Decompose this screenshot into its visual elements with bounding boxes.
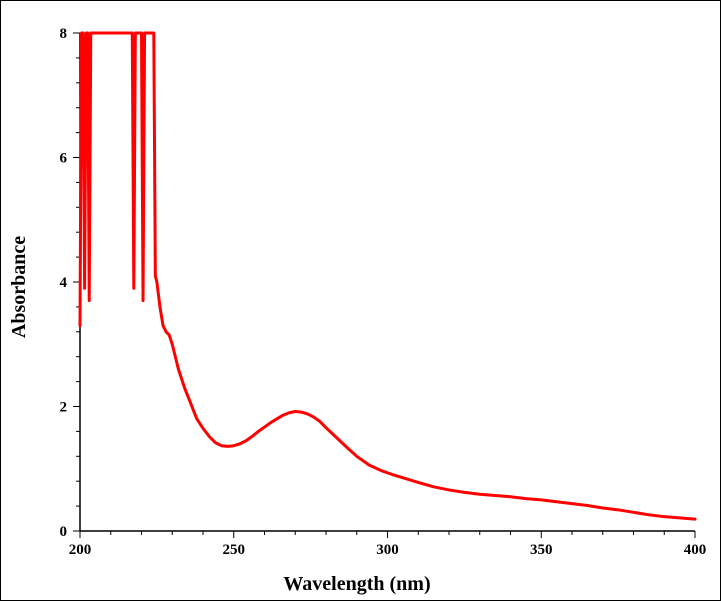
x-tick-label: 350 xyxy=(530,542,553,558)
y-tick-label: 4 xyxy=(60,275,68,291)
x-tick-label: 400 xyxy=(684,542,707,558)
y-axis-title: Absorbance xyxy=(8,236,30,338)
series-line-1 xyxy=(78,31,697,521)
y-tick-label: 6 xyxy=(60,151,68,167)
y-tick-label: 0 xyxy=(60,524,68,540)
axis-labels: Wavelength (nm) Absorbance xyxy=(8,236,431,595)
x-tick-label: 200 xyxy=(69,542,92,558)
x-tick-label: 300 xyxy=(376,542,399,558)
y-tick-label: 8 xyxy=(60,26,68,42)
axes: 200 250 300 350 400 0 2 4 6 8 xyxy=(60,26,707,558)
y-tick-label: 2 xyxy=(60,400,68,416)
x-axis-title: Wavelength (nm) xyxy=(283,573,430,595)
series-group xyxy=(78,31,697,521)
x-tick-label: 250 xyxy=(223,542,246,558)
